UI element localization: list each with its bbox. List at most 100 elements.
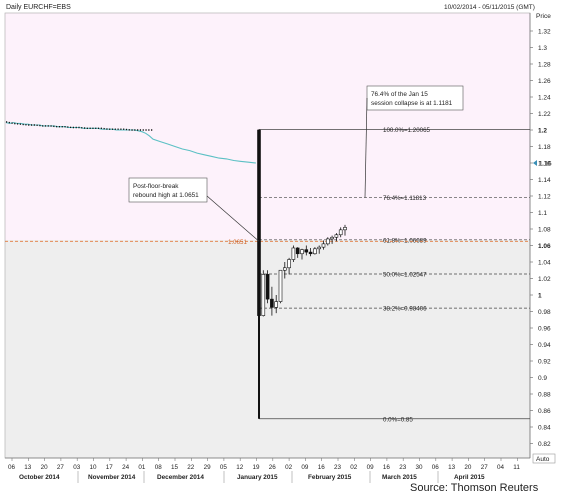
x-tick-label: 26 — [269, 464, 277, 471]
candle — [257, 129, 261, 419]
candle — [313, 247, 317, 255]
candle — [308, 247, 313, 257]
y-axis-label: Price — [536, 13, 551, 20]
candle — [300, 248, 304, 260]
candle-body — [338, 229, 343, 236]
x-tick-label: 10 — [90, 464, 98, 471]
x-tick-label: 30 — [416, 464, 424, 471]
candle — [338, 227, 343, 238]
y-tick-label: 0.94 — [538, 342, 551, 349]
y-tick-label: 0.98 — [538, 309, 551, 316]
x-month-label: December 2014 — [157, 474, 204, 481]
candle — [304, 245, 309, 256]
candle-body — [304, 249, 309, 253]
x-tick-label: 24 — [122, 464, 130, 471]
y-tick-label: 0.84 — [538, 425, 551, 432]
x-tick-label: 13 — [448, 464, 456, 471]
y-tick-label: 1.12 — [538, 194, 551, 201]
y-tick-label: 0.9 — [538, 375, 547, 382]
candle-body — [278, 269, 283, 302]
candle — [270, 286, 274, 316]
candle-body — [300, 249, 304, 255]
y-tick-label: 1.32 — [538, 29, 551, 36]
annotation-rebound: Post-floor-break rebound high at 1.0651 — [128, 177, 208, 203]
x-tick-label: 06 — [432, 464, 440, 471]
candle-body — [308, 251, 313, 255]
x-month-label: January 2015 — [237, 474, 278, 481]
annotation-76-4-pointer — [364, 97, 368, 198]
y-tick-label: 1.02 — [538, 276, 551, 283]
annotation-rebound-box — [128, 177, 208, 203]
x-axis: 06 13 20 27 03 10 17 24 01 08 15 22 29 05 12 19 26 02 09 16… — [5, 457, 530, 483]
candle — [282, 262, 287, 279]
candle-body — [270, 298, 274, 308]
auto-scale-box[interactable] — [532, 453, 556, 464]
x-tick-label: 27 — [481, 464, 489, 471]
x-tick-label: 02 — [285, 464, 293, 471]
candle-body — [282, 267, 287, 271]
fib-level-label: 100.0%=1.20065 — [383, 127, 431, 134]
y-tick-label: 0.82 — [538, 441, 551, 448]
y-tick-label: 1 — [538, 293, 542, 300]
candle — [261, 270, 266, 317]
x-tick-label: 06 — [8, 464, 16, 471]
annotation-rebound-text: Post-floor-break — [133, 183, 179, 190]
candle-body — [291, 247, 296, 260]
candle — [317, 245, 322, 254]
y-tick-label: 1.06 — [538, 243, 551, 250]
auto-scale-label[interactable]: Auto — [536, 456, 550, 463]
y-tick-label: 1.08 — [538, 227, 551, 234]
y-tick-label: 1.04 — [538, 260, 551, 267]
annotation-76-4-text: session collapse is at 1.1181 — [371, 100, 453, 107]
candle — [343, 224, 347, 236]
candle — [274, 295, 279, 314]
y-tick-label: 1.14 — [538, 177, 551, 184]
x-tick-label: 09 — [367, 464, 375, 471]
x-month-label: February 2015 — [308, 474, 352, 481]
y-tick-label: 0.92 — [538, 359, 551, 366]
candle — [334, 233, 339, 242]
candle-body — [274, 301, 279, 308]
candle — [321, 240, 326, 250]
y-tick-label: 1.22 — [538, 111, 551, 118]
candle-body — [257, 129, 261, 316]
current-price-label: 1.16 — [539, 161, 552, 168]
y-axis: 1.32 1.3 1.28 1.26 1.24 1.22 1.2 1.18 1.16 1.14 1.… — [529, 13, 552, 458]
x-tick-label: 02 — [350, 464, 358, 471]
annotation-76-4-text: 76.4% of the Jan 15 — [371, 91, 428, 98]
candles — [257, 129, 347, 419]
y-tick-label: 0.96 — [538, 326, 551, 333]
series-lines — [5, 121, 256, 164]
x-tick-label: 19 — [253, 464, 261, 471]
y-tick-label: 1.3 — [538, 45, 547, 52]
y-tick-label: 1.28 — [538, 62, 551, 69]
fibonacci-levels: 100.0%=1.20065 76.4%=1.11813 61.8%=1.06689… — [5, 127, 530, 423]
y-tick-label: 1.2 — [538, 128, 547, 135]
candle — [265, 270, 270, 304]
candle — [278, 269, 283, 304]
x-tick-label: 23 — [399, 464, 407, 471]
chart-title: Daily EURCHF=EBS — [6, 4, 71, 11]
candle-body — [287, 259, 291, 269]
y-tick-label: 0.86 — [538, 408, 551, 415]
source-credit: Source: Thomson Reuters — [410, 482, 539, 494]
annotations: 76.4% of the Jan 15 session collapse is a… — [128, 85, 464, 242]
x-tick-label: 22 — [187, 464, 195, 471]
candle — [325, 237, 330, 246]
annotation-rebound-text: rebound high at 1.0651 — [133, 192, 199, 199]
x-tick-label: 17 — [106, 464, 114, 471]
date-range: 10/02/2014 - 05/11/2015 (GMT) — [444, 4, 535, 11]
candle-body — [330, 236, 334, 240]
y-tick-label: 1.26 — [538, 78, 551, 85]
x-month-label: March 2015 — [382, 474, 417, 481]
candle-body — [334, 234, 339, 238]
teal-series-line — [5, 122, 256, 164]
dotted-series-line — [5, 121, 153, 131]
x-tick-label: 15 — [171, 464, 179, 471]
x-tick-label: 20 — [41, 464, 49, 471]
fib-level-label: 50.0%=1.02547 — [383, 271, 427, 278]
fib-level-label: 38.2%=0.98406 — [383, 306, 427, 313]
x-month-label: November 2014 — [88, 474, 136, 481]
candle-body — [295, 247, 300, 255]
